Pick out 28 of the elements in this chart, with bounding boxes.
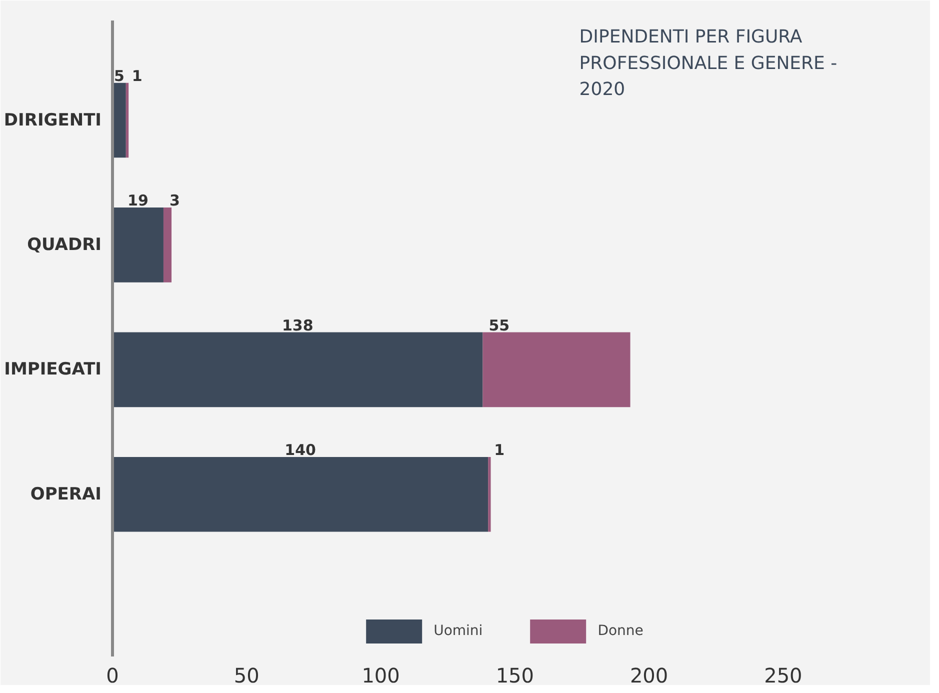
- bar: [112, 208, 164, 282]
- y-tick-label: OPERAI: [30, 484, 102, 504]
- x-tick-label: 50: [234, 664, 260, 688]
- y-tick-label: QUADRI: [27, 234, 102, 255]
- text: DIPENDENTI PER FIGURA PROFESSIONALE E GENERE - 2020: [579, 26, 838, 100]
- bar: [163, 208, 172, 282]
- data-label: 140: [284, 440, 316, 459]
- x-tick-label: 100: [362, 664, 400, 688]
- x-tick-label: 250: [764, 664, 802, 688]
- x-tick-label: 0: [106, 664, 119, 688]
- bar: [112, 332, 483, 408]
- data-label: 138: [282, 316, 314, 334]
- legend-label: Donne: [598, 623, 644, 639]
- bar: [488, 456, 491, 532]
- y-tick-label: DIRIGENTI: [4, 110, 102, 130]
- bar: [112, 456, 488, 532]
- y-tick-label: IMPIEGATI: [4, 360, 102, 380]
- data-label: 5: [114, 66, 124, 85]
- legend-label: Uomini: [434, 623, 483, 639]
- x-tick-label: 150: [496, 664, 534, 688]
- bar: [482, 332, 630, 408]
- bar: [126, 82, 129, 158]
- x-tick-label: 200: [630, 664, 668, 688]
- data-label: 1: [494, 440, 505, 459]
- data-label: 1: [132, 66, 142, 85]
- data-label: 55: [488, 316, 510, 334]
- data-label: 19: [128, 192, 148, 210]
- data-label: 3: [169, 192, 180, 210]
